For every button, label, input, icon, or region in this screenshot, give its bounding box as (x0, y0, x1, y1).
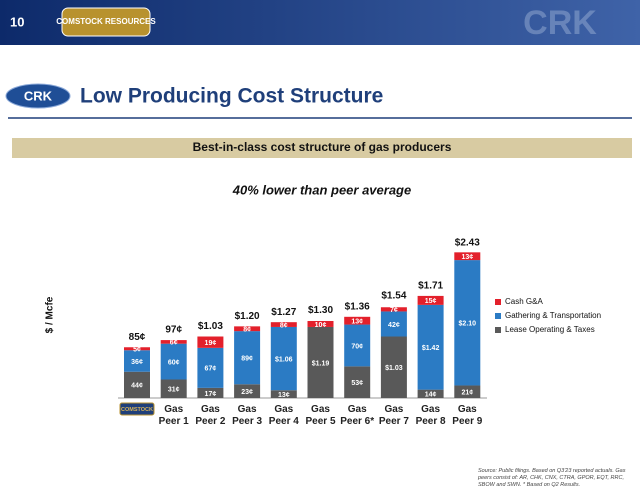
value-label: 60¢ (168, 359, 180, 366)
value-label: 7¢ (390, 307, 398, 314)
legend-swatch (495, 313, 501, 319)
bar-segment (344, 316, 371, 325)
bar-segment (380, 336, 407, 398)
x-tick-label: Gas Peer 1 (158, 404, 189, 427)
total-label: $1.27 (271, 307, 296, 318)
title: Low Producing Cost Structure (80, 85, 383, 108)
bar-segment (380, 311, 407, 337)
x-tick-label: Gas Peer 3 (232, 404, 263, 427)
legend-label: Gathering & Transportation (505, 311, 601, 320)
bar-segment (380, 307, 407, 312)
bar-segment (307, 326, 334, 398)
title-badge (5, 83, 71, 109)
logo-text: COMSTOCK RESOURCES (56, 17, 156, 26)
total-label: $2.43 (455, 238, 480, 249)
bar-segment (124, 350, 150, 372)
bar-segment (417, 295, 444, 305)
bar-segment (344, 324, 371, 367)
value-label: 6¢ (170, 340, 178, 347)
banner-text: Best-in-class cost structure of gas prod… (193, 140, 452, 154)
value-label: 14¢ (425, 392, 437, 399)
x-tick-label: Gas Peer 6* (340, 404, 375, 427)
total-label: $1.20 (235, 311, 260, 322)
total-label: $1.54 (381, 291, 406, 302)
y-axis-label: $ / Mcfe (45, 296, 56, 333)
bar-segment (454, 252, 481, 261)
bar-segment (197, 347, 224, 388)
legend-swatch (495, 299, 501, 305)
bar-segment (124, 371, 150, 398)
bar-segment (160, 343, 187, 380)
value-label: 15¢ (425, 298, 437, 305)
value-label: 89¢ (241, 356, 253, 363)
x-tick-label: Gas Peer 5 (305, 404, 336, 427)
bar-segment (160, 340, 187, 344)
total-label: $1.71 (418, 281, 443, 292)
legend-swatch (495, 327, 501, 333)
value-label: 31¢ (168, 387, 180, 394)
value-label: 23¢ (241, 389, 253, 396)
bar-segment (197, 336, 224, 348)
total-label: 85¢ (129, 332, 146, 343)
bar-segment (234, 331, 261, 385)
value-label: 19¢ (205, 340, 217, 347)
bar-segment (234, 326, 261, 332)
value-label: 10¢ (315, 322, 327, 329)
total-label: 97¢ (165, 325, 182, 336)
x-tick-label: Gas Peer 9 (452, 404, 483, 427)
logo (61, 7, 151, 37)
value-label: 13¢ (351, 319, 363, 326)
page-number: 10 (10, 14, 24, 29)
category-logo-text: COMSTOCK (121, 407, 153, 413)
value-label: 5¢ (133, 347, 141, 354)
value-label: $1.42 (422, 345, 440, 352)
value-label: 8¢ (243, 327, 251, 334)
bar-segment (270, 390, 297, 398)
legend-label: Lease Operating & Taxes (505, 325, 595, 334)
value-label: $1.06 (275, 356, 293, 363)
bar-segment (344, 366, 371, 398)
x-tick-label: Gas Peer 4 (268, 404, 299, 427)
value-label: 67¢ (205, 366, 217, 373)
bar-segment (307, 320, 334, 327)
value-label: $2.10 (459, 321, 477, 328)
value-label: 21¢ (461, 390, 473, 397)
bar-segment (270, 322, 297, 327)
value-label: $1.03 (385, 365, 403, 372)
value-label: 17¢ (205, 391, 217, 398)
total-label: $1.36 (345, 301, 370, 312)
title-badge-text: CRK (24, 88, 53, 103)
bar-segment (124, 347, 150, 351)
value-label: 42¢ (388, 322, 400, 329)
bar-segment (197, 387, 224, 398)
value-label: 36¢ (131, 359, 143, 366)
total-label: $1.03 (198, 321, 223, 332)
value-label: 53¢ (351, 380, 363, 387)
bar-segment (234, 384, 261, 398)
bar-segment (160, 379, 187, 398)
bar-segment (417, 304, 444, 390)
value-label: 13¢ (278, 392, 290, 399)
value-label: 13¢ (461, 254, 473, 261)
value-label: 44¢ (131, 383, 143, 390)
bar-segment (270, 326, 297, 391)
banner (12, 138, 632, 158)
watermark: CRK (523, 4, 597, 42)
bar-segment (417, 389, 444, 398)
chart-title: 40% lower than peer average (232, 182, 411, 197)
value-label: $1.19 (312, 360, 330, 367)
bar-segment (454, 260, 481, 386)
value-label: 8¢ (280, 322, 288, 329)
x-tick-label: Gas Peer 8 (415, 404, 446, 427)
total-label: $1.30 (308, 305, 333, 316)
bar-segment (454, 385, 481, 398)
x-tick-label: Gas Peer 7 (378, 404, 409, 427)
category-logo (119, 402, 155, 416)
x-tick-label: Gas Peer 2 (195, 404, 226, 427)
footnote: Source: Public filings. Based on Q3'23 r… (478, 468, 626, 488)
legend-label: Cash G&A (505, 297, 543, 306)
value-label: 70¢ (351, 343, 363, 350)
